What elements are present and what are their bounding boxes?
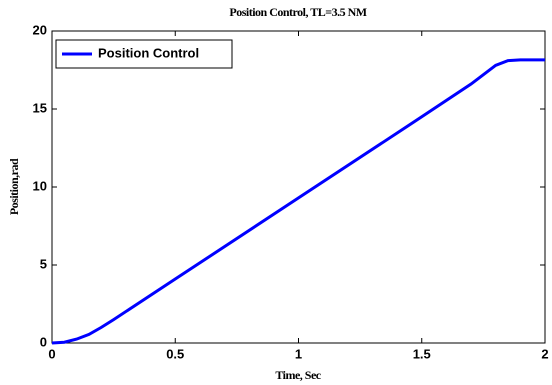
x-tick-label: 1 xyxy=(295,346,302,361)
x-tick-label: 2 xyxy=(541,346,548,361)
x-tick-label: 1.5 xyxy=(413,346,431,361)
x-tick-label: 0 xyxy=(48,346,55,361)
x-axis-label: Time, Sec xyxy=(275,368,321,382)
legend-label: Position Control xyxy=(98,45,199,60)
y-tick-label: 10 xyxy=(33,178,47,193)
y-axis-label: Position,rad xyxy=(7,158,21,215)
y-tick-label: 0 xyxy=(40,334,47,349)
y-tick-label: 15 xyxy=(33,100,47,115)
plot-frame xyxy=(51,30,546,344)
y-tick-label: 5 xyxy=(40,256,47,271)
x-tick-label: 0.5 xyxy=(166,346,184,361)
chart-title: Position Control, TL=3.5 NM xyxy=(229,5,366,19)
y-tick-label: 20 xyxy=(33,22,47,37)
data-line xyxy=(51,58,545,345)
